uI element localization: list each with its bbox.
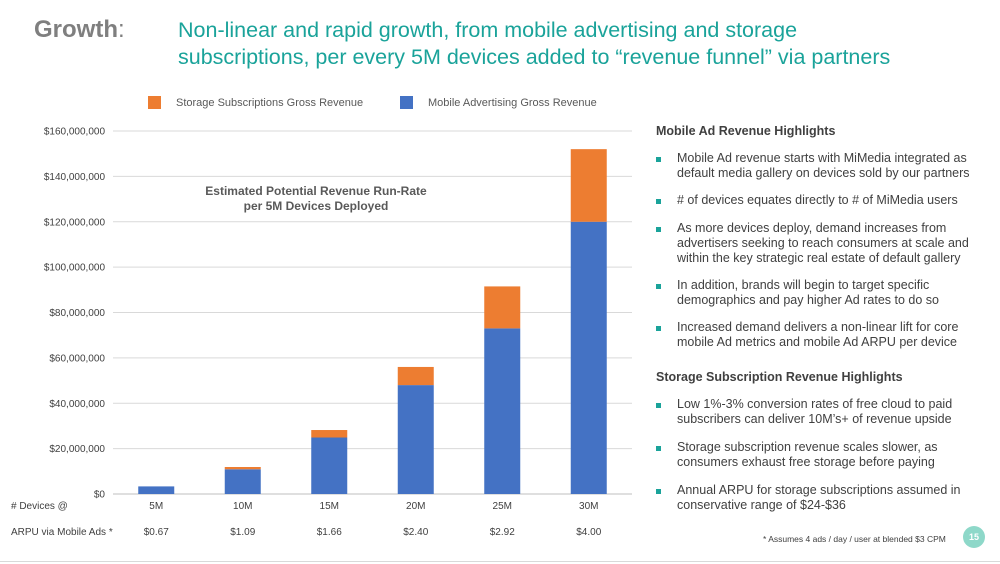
y-tick-label: $140,000,000 — [44, 172, 106, 183]
legend-label-storage: Storage Subscriptions Gross Revenue — [176, 97, 364, 109]
arpu-value: $2.92 — [490, 527, 515, 538]
footnote: * Assumes 4 ads / day / user at blended … — [763, 534, 946, 544]
section-label: Growth: — [34, 16, 125, 44]
bullet-square-icon — [656, 284, 661, 289]
bullet-square-icon — [656, 403, 661, 408]
arpu-value: $0.67 — [144, 527, 169, 538]
y-tick-label: $20,000,000 — [49, 444, 105, 455]
mobile-bullet-5-text: Increased demand delivers a non-linear l… — [677, 320, 959, 349]
arpu-value: $4.00 — [576, 527, 601, 538]
y-tick-label: $160,000,000 — [44, 127, 106, 138]
revenue-bar-chart: $0 $20,000,000 $40,000,000 $60,000,000 $80,0… — [11, 127, 632, 538]
x-category-label: 15M — [320, 501, 339, 512]
section-label-colon: : — [118, 16, 125, 43]
x-category-label: 25M — [493, 501, 512, 512]
x-category-label: 20M — [406, 501, 425, 512]
section-label-text: Growth — [34, 16, 118, 43]
bullet-square-icon — [656, 227, 661, 232]
bar-mobile-25M — [484, 328, 521, 494]
storage-bullet-3: Annual ARPU for storage subscriptions as… — [656, 483, 976, 513]
bar-mobile-5M — [138, 486, 175, 494]
bullet-square-icon — [656, 199, 661, 204]
arpu-value: $2.40 — [403, 527, 428, 538]
bullet-square-icon — [656, 489, 661, 494]
bar-mobile-10M — [224, 469, 261, 494]
bar-mobile-20M — [397, 385, 434, 494]
bar-storage-20M — [397, 366, 434, 386]
storage-highlights-heading: Storage Subscription Revenue Highlights — [656, 370, 903, 384]
bullet-square-icon — [656, 157, 661, 162]
bar-storage-15M — [311, 430, 348, 438]
y-tick-label: $40,000,000 — [49, 399, 105, 410]
bar-storage-25M — [484, 286, 521, 329]
y-tick-label: $0 — [94, 490, 106, 501]
mobile-bullet-3-text: As more devices deploy, demand increases… — [677, 221, 969, 265]
legend-swatch-mobile — [400, 96, 413, 109]
bullet-square-icon — [656, 446, 661, 451]
devices-row-label: # Devices @ — [11, 501, 68, 512]
mobile-bullet-5: Increased demand delivers a non-linear l… — [656, 320, 976, 350]
x-category-label: 5M — [149, 501, 163, 512]
y-tick-label: $120,000,000 — [44, 217, 106, 228]
legend-label-mobile: Mobile Advertising Gross Revenue — [428, 97, 597, 109]
y-tick-label: $60,000,000 — [49, 353, 105, 364]
mobile-bullet-4: In addition, brands will begin to target… — [656, 278, 976, 308]
bar-mobile-30M — [570, 221, 607, 494]
arpu-value: $1.09 — [230, 527, 255, 538]
arpu-row-label: ARPU via Mobile Ads * — [11, 527, 113, 538]
mobile-bullet-1: Mobile Ad revenue starts with MiMedia in… — [656, 151, 976, 181]
bar-storage-30M — [570, 149, 607, 222]
chart-title-line: per 5M Devices Deployed — [244, 199, 389, 213]
arpu-value: $1.66 — [317, 527, 342, 538]
y-tick-label: $80,000,000 — [49, 308, 105, 319]
legend-swatch-storage — [148, 96, 161, 109]
x-category-label: 30M — [579, 501, 598, 512]
bottom-divider — [0, 561, 1000, 562]
bar-mobile-15M — [311, 437, 348, 494]
storage-bullet-2-text: Storage subscription revenue scales slow… — [677, 440, 938, 469]
mobile-bullet-1-text: Mobile Ad revenue starts with MiMedia in… — [677, 151, 970, 180]
storage-bullet-2: Storage subscription revenue scales slow… — [656, 440, 976, 470]
x-category-label: 10M — [233, 501, 252, 512]
mobile-bullet-2-text: # of devices equates directly to # of Mi… — [677, 193, 958, 207]
mobile-bullet-2: # of devices equates directly to # of Mi… — [656, 193, 976, 208]
mobile-highlights-heading: Mobile Ad Revenue Highlights — [656, 124, 836, 138]
storage-bullet-1: Low 1%-3% conversion rates of free cloud… — [656, 397, 976, 427]
page-number-badge: 15 — [963, 526, 985, 548]
mobile-bullet-3: As more devices deploy, demand increases… — [656, 221, 976, 266]
storage-bullet-3-text: Annual ARPU for storage subscriptions as… — [677, 483, 961, 512]
bullet-square-icon — [656, 326, 661, 331]
slide-title-line-1: Non-linear and rapid growth, from mobile… — [178, 18, 798, 42]
y-tick-label: $100,000,000 — [44, 263, 106, 274]
slide-title-line-2: subscriptions, per every 5M devices adde… — [178, 45, 891, 69]
storage-bullet-1-text: Low 1%-3% conversion rates of free cloud… — [677, 397, 953, 426]
bar-storage-10M — [224, 467, 261, 470]
chart-title-line: Estimated Potential Revenue Run-Rate — [205, 184, 427, 198]
mobile-bullet-4-text: In addition, brands will begin to target… — [677, 278, 939, 307]
